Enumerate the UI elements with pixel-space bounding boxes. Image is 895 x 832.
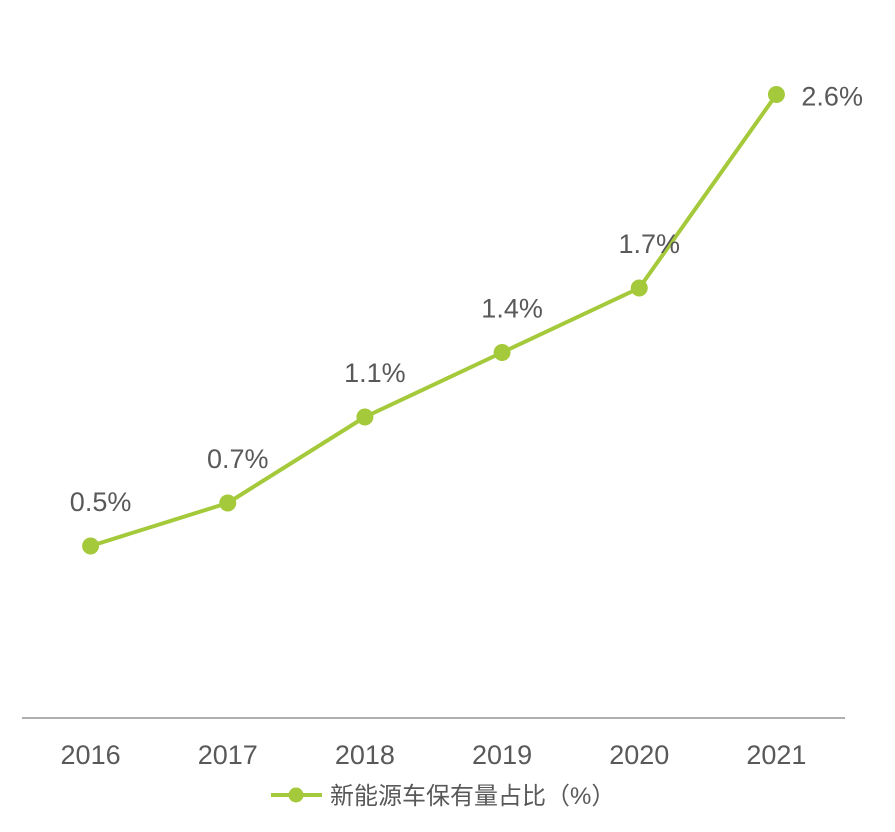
series-layer: 0.5% 0.7% 1.1% 1.4% 1.7% 2.6% <box>70 82 863 555</box>
x-tick-label-2016: 2016 <box>61 740 121 770</box>
data-point-2016 <box>82 537 100 555</box>
data-point-2020 <box>630 279 648 297</box>
legend-dot-marker <box>288 787 304 803</box>
data-label-2020: 1.7% <box>618 229 680 259</box>
x-tick-label-2017: 2017 <box>198 740 258 770</box>
data-point-2019 <box>493 344 511 361</box>
x-tick-label-2021: 2021 <box>746 740 806 770</box>
legend-label: 新能源车保有量占比（%） <box>330 783 615 810</box>
data-label-2016: 0.5% <box>70 487 132 517</box>
data-point-2021 <box>767 86 785 103</box>
x-tick-label-2020: 2020 <box>609 740 669 770</box>
data-point-2017 <box>219 494 237 512</box>
data-label-2017: 0.7% <box>207 444 269 474</box>
x-tick-label-2018: 2018 <box>335 740 395 770</box>
data-label-2019: 1.4% <box>481 294 543 324</box>
series-line <box>89 93 779 548</box>
data-point-2018 <box>356 408 374 426</box>
x-tick-label-2019: 2019 <box>472 740 532 770</box>
data-label-2021: 2.6% <box>801 82 863 112</box>
legend: 新能源车保有量占比（%） <box>271 783 615 810</box>
x-tick-labels: 2016 2017 2018 2019 2020 2021 <box>61 740 807 770</box>
data-label-2018: 1.1% <box>344 358 406 388</box>
